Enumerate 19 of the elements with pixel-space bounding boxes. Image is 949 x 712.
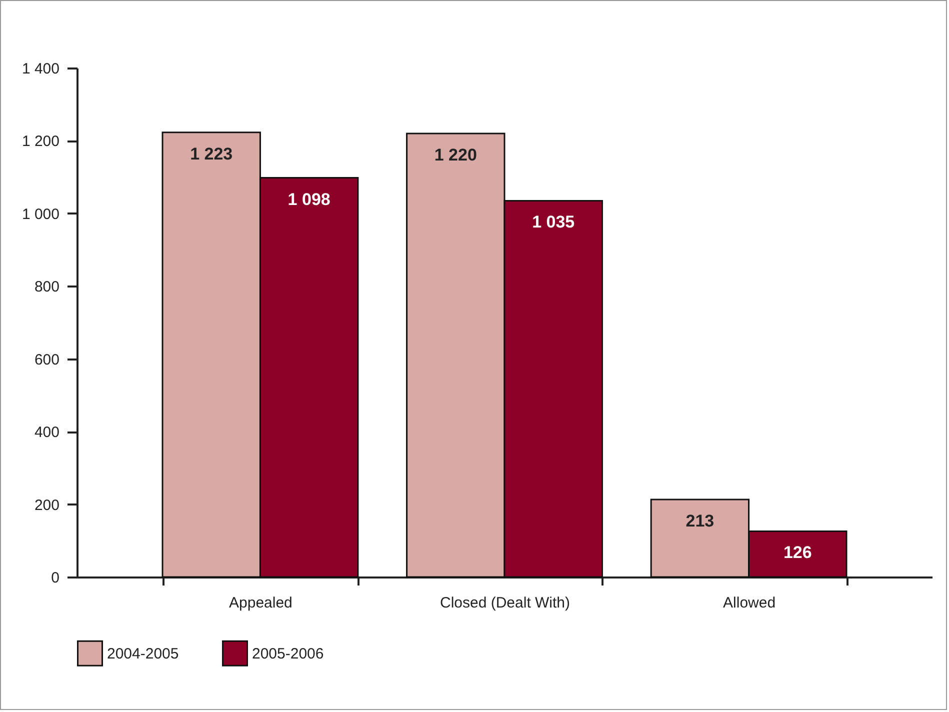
y-tick-label: 1 000: [22, 206, 60, 223]
data-label: 126: [783, 543, 812, 562]
y-tick-label: 400: [34, 424, 60, 442]
y-tick-label: 1 200: [22, 133, 60, 150]
x-tick-label: Closed (Dealt With): [440, 594, 570, 612]
y-tick-label: 600: [34, 351, 60, 368]
legend-label: 2005-2006: [252, 645, 324, 662]
data-label: 1 223: [190, 144, 233, 164]
data-label: 1 220: [434, 145, 477, 164]
y-tick-label: 0: [51, 570, 60, 586]
y-tick-label: 200: [34, 496, 60, 514]
data-label: 1 035: [532, 212, 575, 232]
data-label: 213: [686, 512, 714, 531]
y-tick-label: 800: [34, 278, 60, 296]
legend-label: 2004-2005: [107, 645, 179, 662]
y-tick-label: 1 400: [22, 60, 60, 78]
x-tick-label: Allowed: [723, 594, 776, 612]
data-label: 1 098: [288, 190, 330, 209]
x-tick-label: Appealed: [229, 594, 292, 612]
